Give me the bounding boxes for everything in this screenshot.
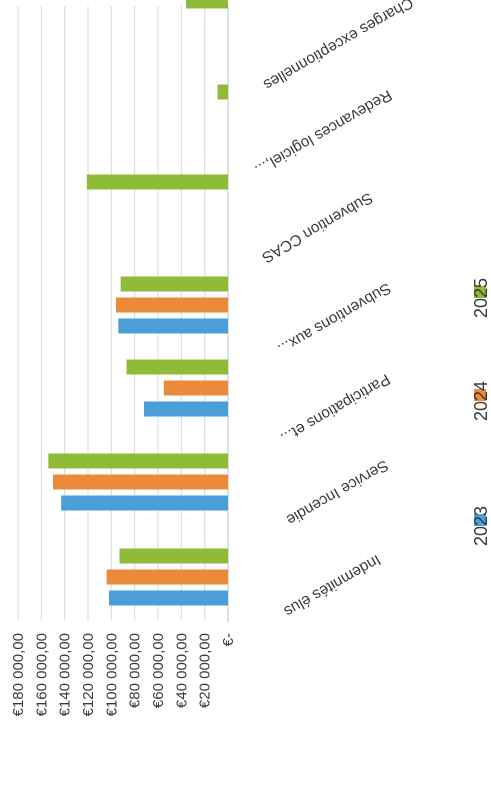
- category-label: Charges exceptionnelles: [260, 0, 416, 93]
- legend-label: 2025: [471, 278, 491, 318]
- bar-2025-1: [119, 548, 228, 564]
- gridlines: [17, 6, 206, 620]
- value-tick-label: €100 000,00: [103, 633, 120, 716]
- category-labels: Indemnités élus Service Incendie Participa…: [252, 0, 416, 620]
- bar-2024-2: [53, 474, 228, 490]
- value-tick-label: €120 000,00: [80, 633, 97, 716]
- bar-2025-5: [86, 174, 228, 190]
- bar-2025-3: [126, 359, 228, 375]
- category-label: Subvention CCAS: [259, 189, 376, 266]
- value-tick-label: €60 000,00: [150, 633, 167, 708]
- value-tick-label: €180 000,00: [10, 633, 27, 716]
- category-label: Indemnités élus: [281, 551, 384, 620]
- category-label: Participations et...: [278, 370, 393, 446]
- value-axis-ticks: €- €20 000,00 €40 000,00 €60 000,00 €80 000,…: [10, 633, 237, 716]
- bar-2025-7: [186, 0, 228, 9]
- value-tick-label: €80 000,00: [127, 633, 144, 708]
- bar-2024-3: [163, 380, 228, 396]
- bar-2023-3: [144, 401, 228, 417]
- value-tick-label: €40 000,00: [173, 633, 190, 708]
- bar-2025-2: [48, 453, 229, 469]
- legend: 2023 2024 2025: [471, 278, 491, 546]
- value-tick-label: €140 000,00: [57, 633, 74, 716]
- value-tick-label: €-: [220, 633, 237, 646]
- legend-label: 2024: [471, 381, 491, 421]
- value-tick-label: €160 000,00: [33, 633, 50, 716]
- category-label: Redevances logiciel,...: [252, 86, 395, 178]
- bar-2023-1: [109, 590, 228, 606]
- bar-2023-4: [118, 318, 228, 334]
- value-tick-label: €20 000,00: [197, 633, 214, 708]
- category-label: Service Incendie: [283, 456, 391, 528]
- bar-2024-1: [106, 569, 228, 585]
- legend-swatch: [474, 514, 486, 526]
- bar-2025-4: [120, 276, 228, 292]
- legend-swatch: [474, 389, 486, 401]
- legend-swatch: [474, 286, 486, 298]
- bar-2024-4: [116, 297, 228, 313]
- bar-2023-2: [61, 495, 228, 511]
- bar-2025-6: [217, 84, 228, 100]
- legend-label: 2023: [471, 506, 491, 546]
- category-label: Subventions aux...: [275, 279, 394, 357]
- bar-series: [48, 0, 229, 606]
